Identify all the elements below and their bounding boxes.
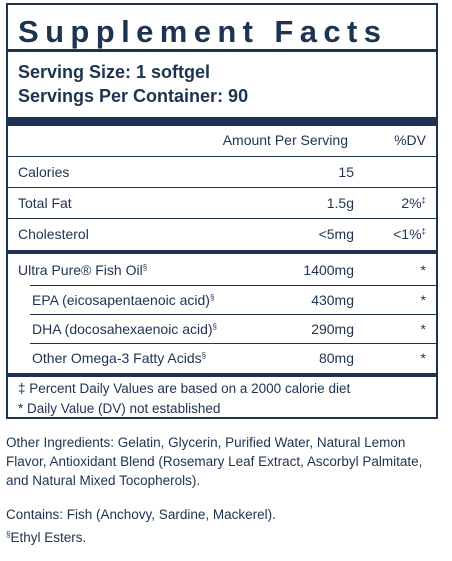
nutrient-name: Other Omega-3 Fatty Acids§ bbox=[32, 350, 207, 366]
column-header-row: Amount Per Serving %DV bbox=[8, 129, 436, 151]
nutrient-dv: * bbox=[420, 292, 426, 308]
nutrient-name: Cholesterol bbox=[18, 226, 89, 242]
nutrient-amount: 290mg bbox=[311, 321, 354, 337]
nutrient-row-calories: Calories 15 bbox=[8, 161, 436, 183]
nutrient-dv: 2%‡ bbox=[401, 195, 426, 211]
nutrient-name: EPA (eicosapentaenoic acid)§ bbox=[32, 292, 215, 308]
nutrient-amount: 15 bbox=[338, 164, 354, 180]
nutrient-row-other-omega-3: Other Omega-3 Fatty Acids§ 80mg * bbox=[8, 347, 436, 369]
nutrient-amount: <5mg bbox=[318, 226, 354, 242]
nutrient-dv: * bbox=[420, 350, 426, 366]
nutrient-name: Calories bbox=[18, 164, 70, 180]
nutrient-row-dha: DHA (docosahexaenoic acid)§ 290mg * bbox=[8, 318, 436, 340]
supplement-facts-panel: Supplement Facts Serving Size: 1 softgel… bbox=[6, 3, 438, 419]
divider-thick bbox=[8, 49, 436, 52]
nutrient-name: DHA (docosahexaenoic acid)§ bbox=[32, 321, 217, 337]
divider-medium bbox=[8, 250, 436, 254]
divider-thin bbox=[30, 285, 436, 286]
nutrient-amount: 80mg bbox=[318, 350, 354, 366]
footnote-dv-not-established: * Daily Value (DV) not established bbox=[18, 401, 221, 416]
amount-header: Amount Per Serving bbox=[222, 132, 348, 148]
nutrient-amount: 1400mg bbox=[303, 262, 354, 278]
divider-medium bbox=[8, 373, 436, 377]
servings-per-container: Servings Per Container: 90 bbox=[18, 86, 249, 106]
nutrient-row-epa: EPA (eicosapentaenoic acid)§ 430mg * bbox=[8, 289, 436, 311]
serving-size: Serving Size: 1 softgel bbox=[18, 62, 211, 82]
nutrient-row-cholesterol: Cholesterol <5mg <1%‡ bbox=[8, 223, 436, 245]
nutrient-row-total-fat: Total Fat 1.5g 2%‡ bbox=[8, 192, 436, 214]
nutrient-dv: * bbox=[420, 262, 426, 278]
divider-thin bbox=[8, 156, 436, 157]
nutrient-name: Ultra Pure® Fish Oil§ bbox=[18, 262, 148, 278]
nutrient-amount: 1.5g bbox=[326, 195, 354, 211]
footnote-percent-dv: ‡ Percent Daily Values are based on a 20… bbox=[18, 381, 351, 396]
nutrient-row-fish-oil: Ultra Pure® Fish Oil§ 1400mg * bbox=[8, 259, 436, 281]
other-ingredients: Other Ingredients: Gelatin, Glycerin, Pu… bbox=[6, 435, 423, 488]
nutrient-amount: 430mg bbox=[311, 292, 354, 308]
divider-heavy bbox=[8, 117, 436, 126]
divider-thin bbox=[8, 218, 436, 219]
nutrient-dv: * bbox=[420, 321, 426, 337]
divider-thin bbox=[8, 187, 436, 188]
panel-title: Supplement Facts bbox=[18, 14, 388, 49]
allergen-statement: Contains: Fish (Anchovy, Sardine, Macker… bbox=[6, 507, 276, 522]
dv-header: %DV bbox=[394, 132, 426, 148]
nutrient-name: Total Fat bbox=[18, 195, 72, 211]
divider-thin bbox=[30, 343, 436, 344]
divider-thin bbox=[30, 314, 436, 315]
nutrient-dv: <1%‡ bbox=[393, 226, 426, 242]
ethyl-esters-note: §Ethyl Esters. bbox=[6, 530, 87, 545]
